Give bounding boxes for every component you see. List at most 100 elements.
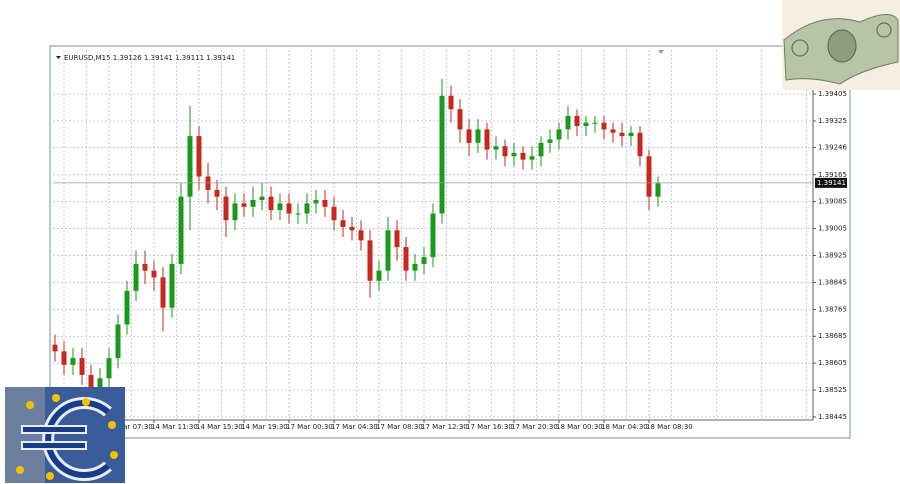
candle-body [466,129,472,143]
x-tick-label: 17 Mar 04:30 [331,423,378,431]
dropdown-icon [56,56,61,59]
candle-body [70,358,76,365]
candle-body [313,200,319,204]
candle-body [655,183,661,197]
candle-body [529,156,535,160]
candle-body [232,203,238,221]
candle-body [583,122,589,127]
shift-marker [658,50,664,54]
y-tick-label: 1.38765 [818,305,847,313]
candle-body [331,206,337,221]
candle-body [241,203,247,207]
labels: 1.38445 1.38525 1.38605 1.38685 1.38765 1.388… [61,90,847,431]
candle-body [196,136,202,177]
candle-body [601,122,607,130]
candle-body [520,152,526,160]
candle-body [439,95,445,214]
candle-body [502,146,508,157]
candle-body [268,196,274,211]
candle-body [637,132,643,157]
candle-body [52,344,58,352]
candle-body [88,374,94,392]
candle-body [592,122,598,124]
candle-body [493,146,499,150]
candle-body [223,196,229,221]
current-price-label: 1.39141 [817,179,846,187]
candle-body [133,263,139,291]
x-tick-label: 18 Mar 08:30 [646,423,693,431]
candle-body [547,139,553,143]
y-tick-label: 1.38605 [818,359,847,367]
y-tick-label: 1.39405 [818,90,847,98]
y-tick-label: 1.39325 [818,117,847,125]
candle-body [556,129,562,140]
candle-body [295,213,301,215]
y-tick-label: 1.38445 [818,413,847,421]
y-tick-label: 1.39165 [818,171,847,179]
x-tick-label: 17 Mar 16:30 [466,423,513,431]
x-tick-label: 18 Mar 04:30 [601,423,648,431]
candle-body [565,115,571,130]
x-tick-label: 14 Mar 11:30 [151,423,198,431]
grid [53,50,816,423]
candle-body [475,129,481,143]
x-tick-label: 14 Mar 15:30 [196,423,243,431]
y-tick-label: 1.39005 [818,225,847,233]
candle-body [160,277,166,308]
candle-body [448,95,454,110]
candle-body [610,129,616,133]
x-tick-label: 17 Mar 20:30 [511,423,558,431]
candle-body [97,378,103,392]
dollar-image [782,0,900,90]
candle-body [340,220,346,227]
candle-body [430,213,436,258]
candle-body [403,247,409,271]
candle-body [106,358,112,379]
x-tick-label: 17 Mar 00:30 [286,423,333,431]
candle-body [628,132,634,137]
candle-body [358,230,364,241]
current-price-box [815,177,847,188]
candle-body [178,196,184,264]
candle-body [142,263,148,271]
candle-body [169,263,175,308]
candle-body [250,200,256,207]
candle-body [538,142,544,157]
candles [52,78,813,409]
candle-body [412,263,418,271]
euro-image [5,387,125,483]
candle-body [367,240,373,281]
x-tick-label: 18 Mar 00:30 [556,423,603,431]
candle-body [277,203,283,211]
chart-title: EURUSD,M15 1.39126 1.39141 1.39111 1.391… [64,54,235,62]
candle-body [394,230,400,248]
x-tick-label: 17 Mar 08:30 [376,423,423,431]
candle-body [304,203,310,214]
candle-body [259,196,265,201]
candle-body [124,290,130,325]
y-tick-label: 1.38685 [818,332,847,340]
candle-body [79,358,85,375]
candle-body [484,129,490,150]
candle-body [61,351,67,365]
y-tick-label: 1.39246 [818,144,847,152]
candle-body [214,189,220,197]
candle-body [574,115,580,127]
y-tick-label: 1.39085 [818,198,847,206]
y-tick-label: 1.38925 [818,252,847,260]
y-tick-label: 1.38525 [818,386,847,394]
candle-body [322,200,328,207]
candle-body [115,324,121,359]
candle-body [187,136,193,197]
candle-body [376,270,382,281]
y-tick-label: 1.38845 [818,278,847,286]
x-tick-label: 14 Mar 07:30 [106,423,153,431]
candle-body [457,109,463,130]
candle-body [619,132,625,137]
candle-body [349,226,355,231]
candle-body [286,203,292,214]
candle-body [421,257,427,264]
candle-body [511,152,517,157]
